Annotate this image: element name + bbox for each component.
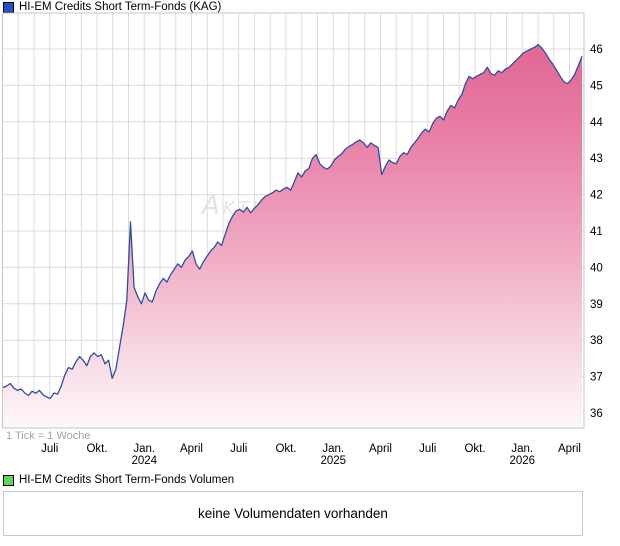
x-axis-tick-label: Jan. <box>322 443 344 455</box>
volume-panel: keine Volumendaten vorhanden <box>3 491 583 536</box>
y-axis-tick-label: 45 <box>590 80 603 92</box>
y-axis-tick-label: 37 <box>590 372 603 384</box>
volume-empty-message: keine Volumendaten vorhanden <box>198 506 388 521</box>
x-axis-tick-label: April <box>180 443 203 455</box>
y-axis-tick-label: 39 <box>590 299 603 311</box>
price-line <box>2 43 583 400</box>
y-axis-tick-label: 38 <box>590 335 603 347</box>
y-axis-tick-label: 43 <box>590 153 603 165</box>
price-series-legend: HI-EM Credits Short Term-Fonds (KAG) <box>3 1 221 13</box>
x-axis-tick-label: Juli <box>230 443 247 455</box>
y-axis-tick-label: 40 <box>590 262 603 274</box>
x-axis-tick-label: Okt. <box>86 443 107 455</box>
volume-series-marker-icon <box>3 474 14 486</box>
x-axis-tick-label: Jan. <box>133 443 155 455</box>
x-axis-year-label: 2025 <box>320 455 346 467</box>
x-axis-tick-label: April <box>369 443 392 455</box>
price-series-label: HI-EM Credits Short Term-Fonds (KAG) <box>19 1 222 13</box>
y-axis-tick-label: 42 <box>590 190 603 202</box>
x-axis-tick-label: Okt. <box>275 443 296 455</box>
x-axis-tick-label: Jan. <box>511 443 533 455</box>
x-axis-tick-label: Juli <box>41 443 58 455</box>
y-axis-tick-label: 46 <box>590 44 603 56</box>
price-area <box>3 44 582 428</box>
volume-series-legend: HI-EM Credits Short Term-Fonds Volumen <box>3 474 234 486</box>
y-axis-tick-label: 36 <box>590 408 603 420</box>
x-axis-tick-label: Juli <box>419 443 436 455</box>
x-axis-year-label: 2024 <box>131 455 157 467</box>
x-axis-year-label: 2026 <box>509 455 535 467</box>
x-axis-tick-label: Okt. <box>464 443 485 455</box>
volume-series-label: HI-EM Credits Short Term-Fonds Volumen <box>19 474 235 486</box>
tick-interval-note: 1 Tick = 1 Woche <box>6 430 90 442</box>
x-axis-tick-label: April <box>558 443 581 455</box>
y-axis-tick-label: 44 <box>590 117 603 129</box>
price-series-marker-icon <box>3 1 14 13</box>
y-axis-tick-label: 41 <box>590 226 603 238</box>
